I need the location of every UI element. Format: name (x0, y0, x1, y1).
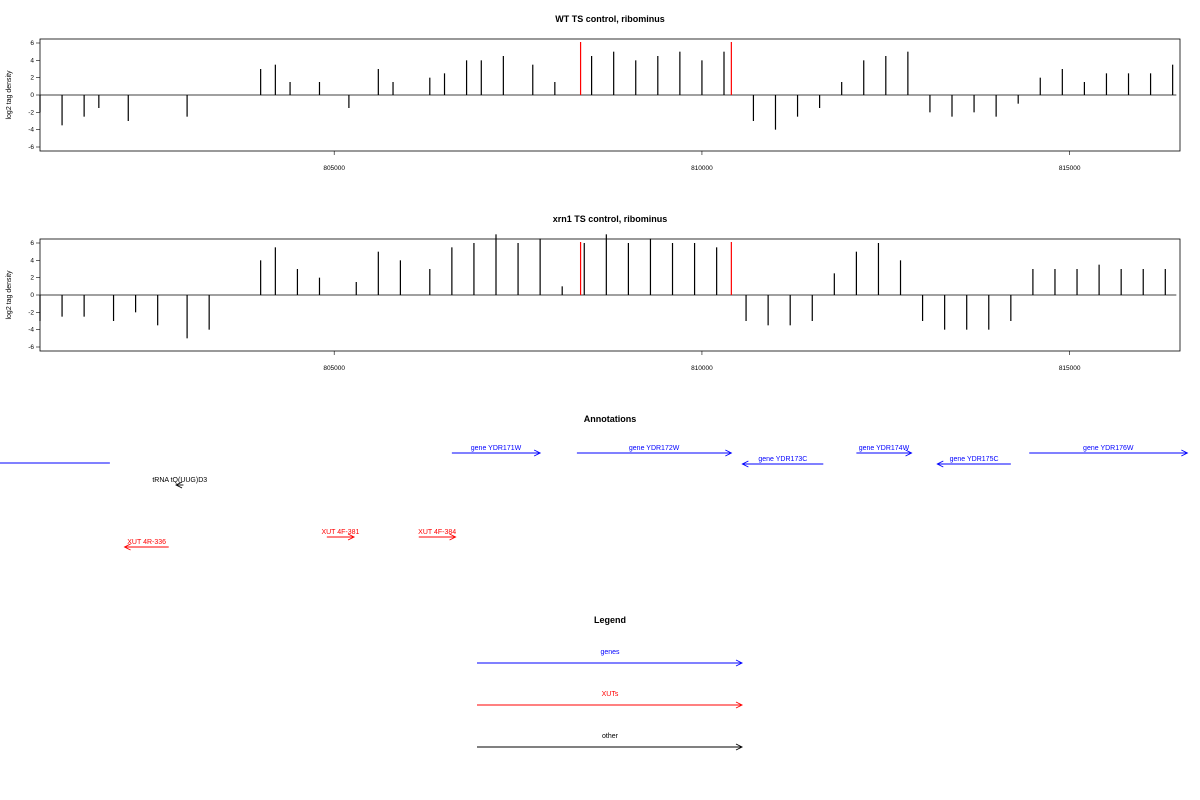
feature-label: gene YDR176W (1083, 445, 1134, 452)
annotation-feature: gene YDR172W (576, 445, 733, 457)
arrow-head (449, 533, 457, 541)
annotation-feature: XUT 4R-336 (123, 539, 169, 551)
annotations-title: Annotations (584, 414, 637, 424)
feature-label: gene YDR171W (471, 445, 522, 452)
arrow-head (533, 449, 542, 457)
y-tick-label: -2 (28, 309, 34, 316)
legend-entry: other (477, 733, 744, 751)
y-tick-label: 6 (30, 40, 34, 47)
panel-title: WT TS control, ribominus (555, 14, 665, 24)
feature-label: gene YDR174W (859, 445, 910, 452)
y-axis-label: log2 tag density (6, 70, 13, 120)
wt-density-panel: WT TS control, ribominus log2 tag densit… (6, 14, 1181, 172)
annotation-feature: gene YDR173C (741, 456, 824, 468)
x-tick-label: 805000 (323, 365, 345, 372)
legend-entry: genes (477, 649, 744, 667)
annotations-track: Annotations gene YDR171W gene YDR172W gene… (0, 414, 1189, 551)
arrow-head (936, 460, 944, 468)
feature-label: gene YDR173C (758, 456, 807, 463)
panel-title: xrn1 TS control, ribominus (553, 214, 668, 224)
x-tick-label: 815000 (1059, 165, 1081, 172)
x-tick-label: 810000 (691, 365, 713, 372)
annotation-feature: gene YDR171W (451, 445, 542, 457)
feature-label: gene YDR172W (629, 445, 680, 452)
legend-title: Legend (594, 615, 626, 625)
annotation-feature: tRNA tQ(UUG)D3 (152, 477, 207, 489)
feature-label: XUT 4R-336 (127, 539, 166, 546)
feature-label: gene YDR175C (950, 456, 999, 463)
arrow-head (735, 701, 744, 709)
arrow-head (735, 659, 744, 667)
y-tick-label: 2 (30, 275, 34, 282)
y-tick-label: 2 (30, 75, 34, 82)
feature-label: XUT 4F-384 (418, 529, 456, 536)
arrow-head (123, 543, 131, 551)
annotation-feature: gene YDR174W (856, 445, 913, 457)
feature-label: tRNA tQ(UUG)D3 (152, 477, 207, 484)
arrow-head (175, 481, 183, 489)
legend-entry: XUTs (477, 691, 744, 709)
arrow-head (347, 533, 356, 541)
xrn1-density-panel: xrn1 TS control, ribominus log2 tag dens… (6, 214, 1181, 372)
y-tick-label: -4 (28, 127, 34, 134)
x-tick-label: 815000 (1059, 365, 1081, 372)
annotation-feature: XUT 4F-384 (418, 529, 457, 541)
annotation-feature: XUT 4F-381 (321, 529, 360, 541)
arrow-head (905, 449, 913, 457)
legend-label: other (602, 733, 619, 740)
y-axis-label: log2 tag density (6, 270, 13, 320)
y-tick-label: -6 (28, 344, 34, 351)
arrow-head (725, 449, 733, 457)
y-tick-label: 4 (30, 257, 34, 264)
y-tick-label: 0 (30, 92, 34, 99)
feature-label: XUT 4F-381 (321, 529, 359, 536)
legend-label: genes (600, 649, 620, 656)
arrow-head (735, 743, 744, 751)
y-tick-label: -2 (28, 109, 34, 116)
y-tick-label: 4 (30, 57, 34, 64)
y-tick-label: -4 (28, 327, 34, 334)
legend: Legend genes XUTs other (477, 615, 744, 751)
arrow-head (741, 460, 749, 468)
legend-label: XUTs (602, 691, 619, 698)
x-tick-label: 805000 (323, 165, 345, 172)
y-tick-label: 0 (30, 292, 34, 299)
arrow-head (1181, 449, 1189, 457)
y-tick-label: 6 (30, 240, 34, 247)
annotation-feature: gene YDR175C (936, 456, 1011, 468)
x-tick-label: 810000 (691, 165, 713, 172)
y-tick-label: -6 (28, 144, 34, 151)
annotation-feature: gene YDR176W (1029, 445, 1189, 457)
